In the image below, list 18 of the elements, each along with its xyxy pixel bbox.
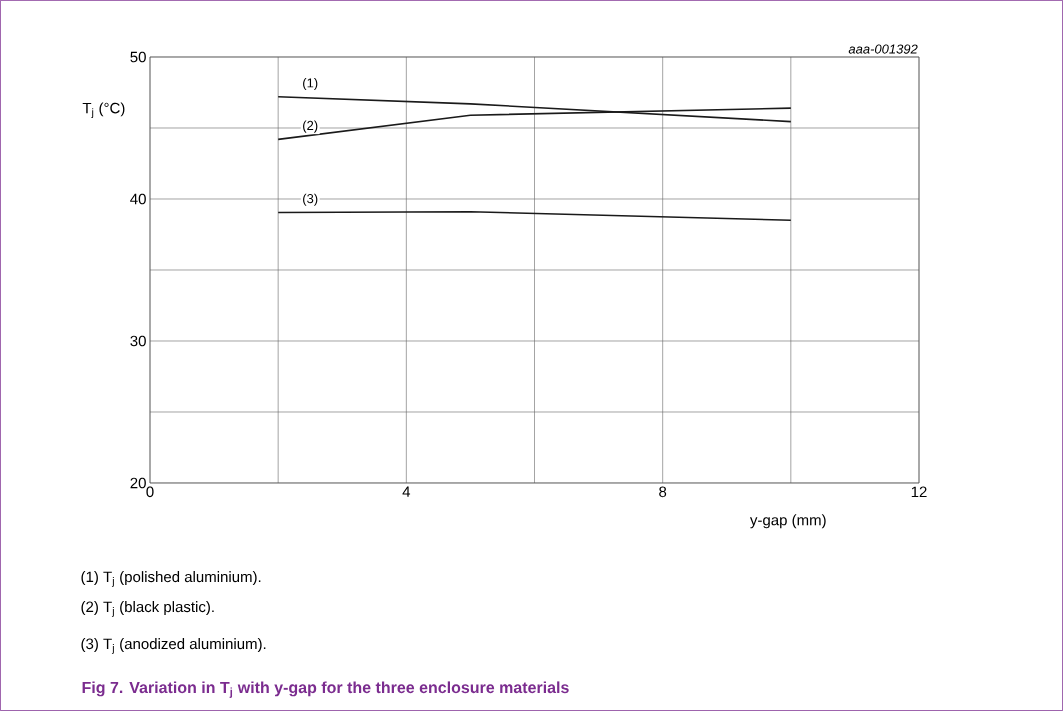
y-tick-label: 40 (130, 193, 146, 205)
x-tick-label: 4 (402, 486, 411, 497)
x-tick-label: 12 (911, 486, 927, 497)
y-tick-label: 30 (130, 335, 146, 347)
x-tick-label: 8 (659, 486, 667, 498)
y-tick-label: 20 (130, 477, 146, 489)
text: (1) T$_{j}$ (polished aluminium). (81, 571, 261, 587)
text: (3) T$_{j}$ (anodized aluminium). (81, 638, 266, 654)
series-label: (2) (303, 120, 318, 133)
text: (2) T$_{j}$ (black plastic). (81, 601, 214, 617)
y-tick-label: 50 (130, 51, 146, 63)
series-label: (1) (303, 77, 318, 91)
series-label: (3) (303, 193, 318, 206)
x-tick-label: 0 (146, 486, 154, 498)
text: Fig 7. Variation in T$_{j}$ with y-gap for the three enclosure materials (82, 681, 569, 698)
x-axis-title: y-gap (mm) (749, 514, 826, 529)
y-axis-title: T$_{j}$ (°C) (82, 102, 125, 119)
text: aaa-001392 (848, 44, 918, 54)
